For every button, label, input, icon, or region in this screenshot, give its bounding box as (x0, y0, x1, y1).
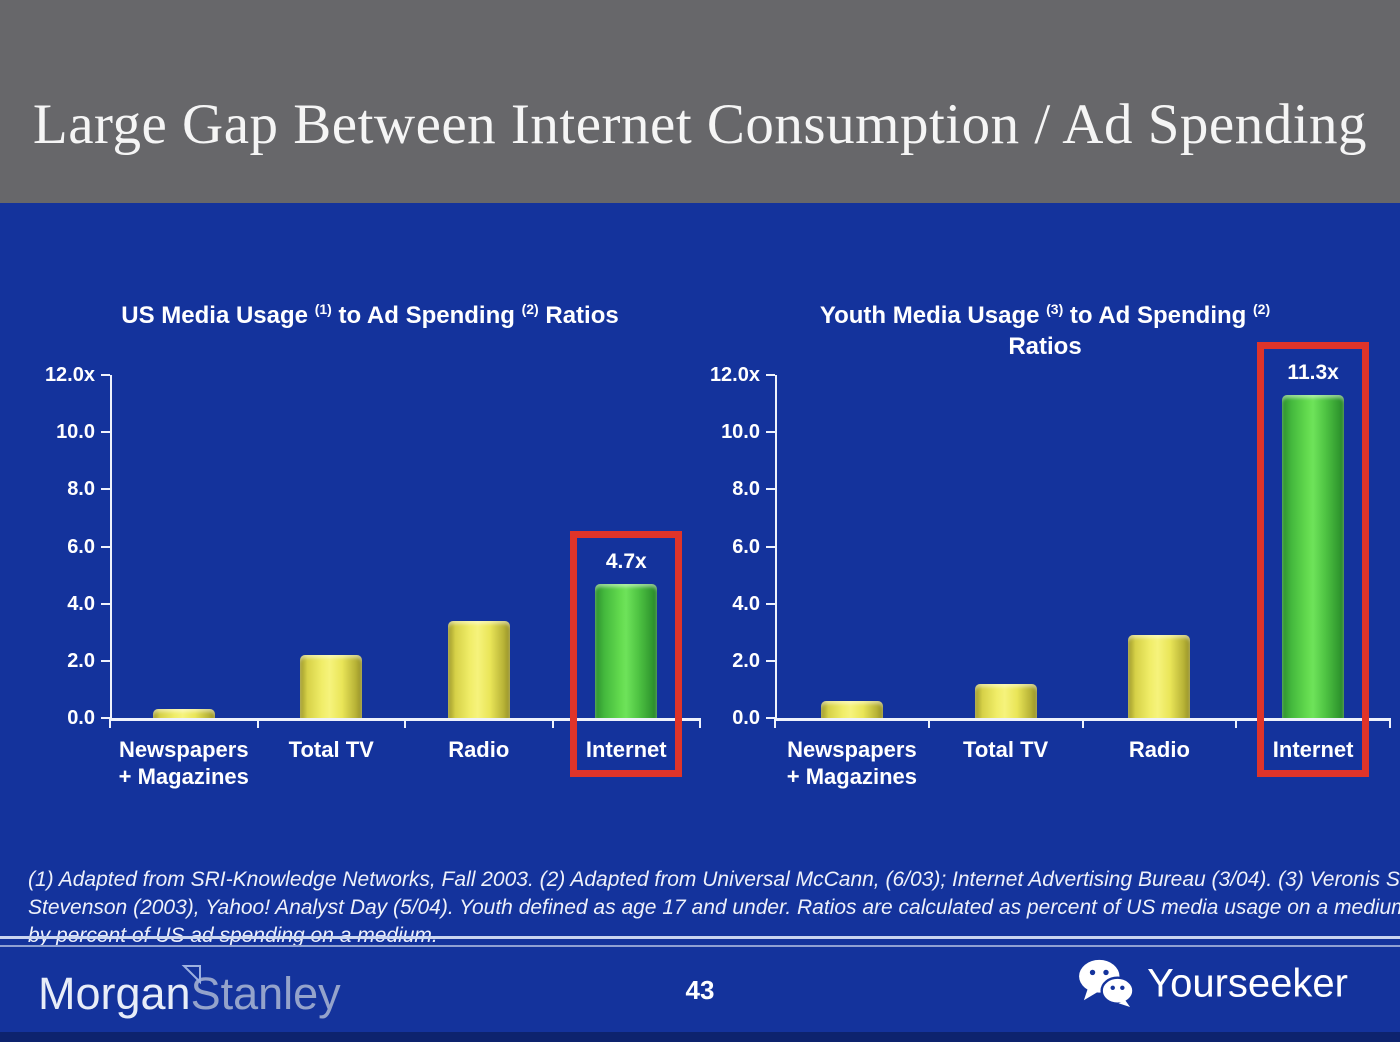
y-tick-label: 12.0x (709, 364, 760, 386)
chart-title: US Media Usage (1) to Ad Spending (2) Ra… (121, 301, 619, 329)
category-label-line: + Magazines (118, 764, 249, 789)
category-label: Radio (390, 736, 568, 763)
y-tick-label: 4.0 (732, 592, 760, 615)
yourseeker-text: Yourseeker (1147, 961, 1348, 1006)
category-label-line: Radio (448, 737, 510, 762)
footer-divider (0, 936, 1400, 947)
x-tick (256, 718, 259, 728)
x-tick (774, 718, 776, 728)
slide-title: Large Gap Between Internet Consumption /… (32, 93, 1368, 156)
footnote-line: (1) Adapted from SRI-Knowledge Networks,… (28, 868, 1400, 891)
y-tick (766, 602, 775, 605)
highlight-box (1257, 342, 1370, 777)
y-tick (101, 374, 110, 376)
category-label: Total TV (914, 736, 1098, 763)
morgan-stanley-logo: Morgan Stanley (38, 965, 341, 1019)
y-tick-label: 10.0 (56, 421, 95, 444)
y-tick-label: 0.0 (67, 707, 95, 729)
bottom-strip (0, 1032, 1400, 1042)
y-tick (766, 431, 775, 434)
footnote: (1) Adapted from SRI-Knowledge Networks,… (28, 866, 1400, 950)
bar-value-label: 11.3x (1287, 361, 1339, 384)
category-label-line: Internet (585, 737, 667, 762)
y-tick-label: 6.0 (67, 535, 95, 558)
y-tick (101, 488, 110, 491)
x-tick (927, 718, 930, 728)
x-tick (551, 718, 554, 728)
youth-media-ratio-chart: Youth Media Usage (3) to Ad Spending (2)… (700, 280, 1391, 805)
y-tick (766, 545, 775, 548)
x-tick (699, 718, 701, 728)
x-tick (404, 718, 406, 728)
y-tick-label: 12.0x (44, 364, 95, 386)
y-tick (101, 659, 110, 662)
y-tick-label: 4.0 (67, 592, 95, 615)
category-label: Internet (538, 736, 716, 763)
y-tick (766, 488, 775, 491)
category-label-line: + Magazines (786, 764, 917, 789)
bar-2 (1128, 635, 1191, 718)
y-axis (775, 375, 777, 720)
chart-title: Youth Media Usage (3) to Ad Spending (2)… (819, 301, 1271, 360)
category-label-line: Total TV (963, 737, 1049, 762)
y-tick (101, 545, 110, 548)
y-tick (766, 374, 775, 376)
us-media-ratio-chart: US Media Usage (1) to Ad Spending (2) Ra… (30, 280, 710, 805)
category-label-line: Internet (1272, 737, 1354, 762)
wechat-icon (1079, 960, 1135, 1008)
y-tick-label: 0.0 (732, 707, 760, 729)
category-label-line: Total TV (288, 737, 374, 762)
footnote-line: Stevenson (2003), Yahoo! Analyst Day (5/… (28, 896, 1400, 919)
page-number: 43 (685, 975, 715, 1005)
stanley-word: Stanley (190, 968, 341, 1019)
y-tick-label: 10.0 (721, 421, 760, 444)
yourseeker-logo: Yourseeker (1077, 955, 1348, 1009)
y-tick-label: 8.0 (732, 478, 760, 501)
category-label: Newspapers + Magazines (760, 736, 944, 790)
x-tick (1081, 718, 1084, 728)
bar-value-label: 4.7x (605, 549, 647, 573)
footnote-line: by percent of US ad spending on a medium… (28, 924, 438, 947)
bar-0 (152, 709, 215, 718)
y-tick-label: 6.0 (732, 535, 760, 558)
bar-1 (974, 683, 1037, 718)
x-tick (1389, 718, 1391, 728)
bar-3 (1282, 395, 1345, 718)
x-tick (1235, 718, 1238, 728)
highlight-box (570, 530, 683, 777)
category-label: Total TV (243, 736, 421, 763)
y-tick (101, 431, 110, 434)
bar-0 (820, 700, 883, 718)
y-tick (101, 717, 110, 719)
category-label: Internet (1221, 736, 1400, 763)
y-tick-label: 2.0 (732, 649, 760, 672)
category-label: Radio (1068, 736, 1252, 763)
x-tick (109, 718, 111, 728)
y-tick (766, 659, 775, 662)
category-label-line: Newspapers (118, 737, 249, 762)
slide-header: Large Gap Between Internet Consumption /… (0, 0, 1400, 203)
morgan-word: Morgan (38, 968, 191, 1019)
y-tick-label: 8.0 (67, 478, 95, 501)
category-label: Newspapers + Magazines (95, 736, 273, 790)
y-tick-label: 2.0 (67, 649, 95, 672)
bar-2 (447, 620, 510, 718)
category-label-line: Radio (1128, 737, 1190, 762)
slide-footer: Morgan Stanley 43 Yourseeker (0, 947, 1400, 1032)
y-axis (110, 375, 112, 720)
category-label-line: Newspapers (787, 737, 917, 762)
bar-1 (300, 655, 363, 718)
y-tick (766, 717, 775, 719)
y-tick (101, 602, 110, 605)
bar-3 (595, 583, 658, 718)
